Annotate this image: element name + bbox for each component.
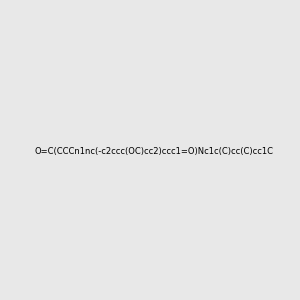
Text: O=C(CCCn1nc(-c2ccc(OC)cc2)ccc1=O)Nc1c(C)cc(C)cc1C: O=C(CCCn1nc(-c2ccc(OC)cc2)ccc1=O)Nc1c(C)… (34, 147, 273, 156)
